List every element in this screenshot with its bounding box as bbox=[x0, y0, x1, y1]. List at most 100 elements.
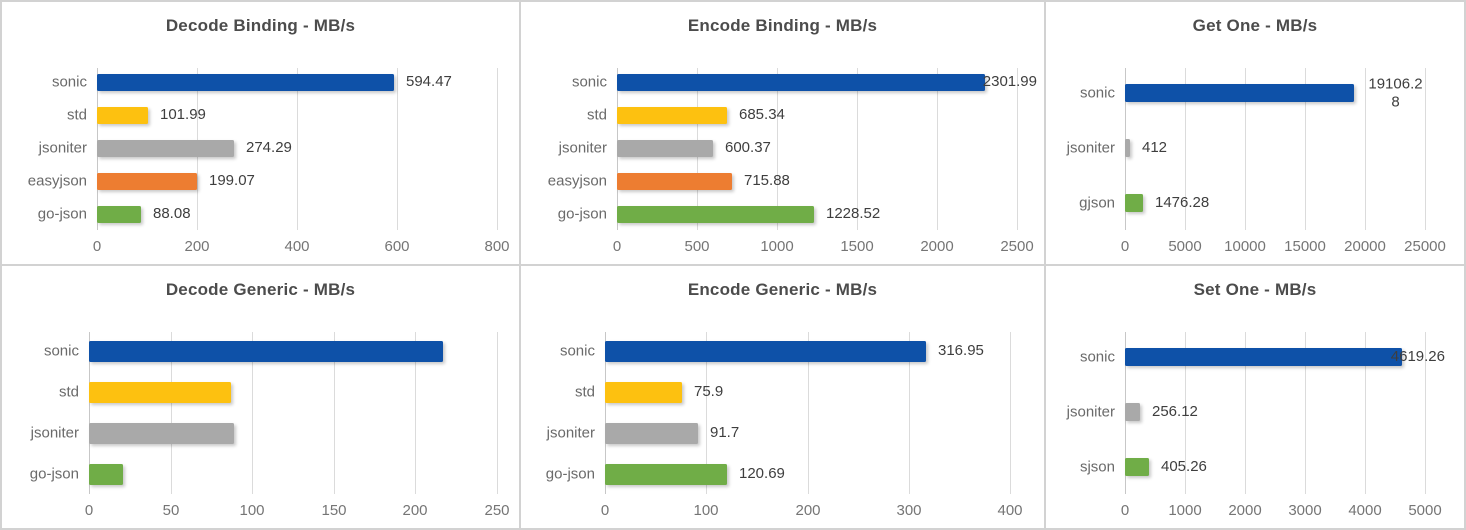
x-tick-label: 800 bbox=[484, 238, 510, 255]
value-label: 1476.28 bbox=[1155, 194, 1210, 212]
chart-panel-set-one: Set One - MB/s 0 1000 2000 3000 4000 5000 soni… bbox=[1046, 266, 1464, 528]
gridline bbox=[1245, 68, 1246, 230]
bar-sonic bbox=[605, 340, 926, 362]
value-label: 412 bbox=[1142, 139, 1168, 157]
x-tick-label: 2000 bbox=[1228, 502, 1262, 519]
category-label: easyjson bbox=[27, 172, 87, 190]
x-tick-label: 400 bbox=[997, 502, 1023, 519]
category-label: jsoniter bbox=[30, 424, 79, 442]
x-tick-label: 250 bbox=[484, 502, 510, 519]
plot-area: 0 5000 10000 15000 20000 25000 sonic 19106.28 js… bbox=[1067, 66, 1446, 255]
chart-panel-encode-binding: Encode Binding - MB/s 0 500 1000 1500 2000 25… bbox=[521, 2, 1044, 264]
category-label: jsoniter bbox=[558, 139, 607, 157]
gridline bbox=[1365, 332, 1366, 494]
gridline bbox=[1185, 68, 1186, 230]
category-label: go-json bbox=[545, 465, 595, 483]
bar-go-json bbox=[617, 205, 814, 223]
value-label: 75.9 bbox=[694, 383, 724, 401]
value-label: 88.08 bbox=[153, 205, 191, 223]
gridline bbox=[171, 332, 172, 494]
x-tick-label: 5000 bbox=[1168, 238, 1202, 255]
x-tick-label: 0 bbox=[84, 502, 94, 519]
bar-jsoniter bbox=[617, 139, 713, 157]
gridline bbox=[1365, 68, 1366, 230]
value-label: 4619.26 bbox=[1390, 348, 1445, 366]
gridline bbox=[497, 332, 498, 494]
chart-title: Get One - MB/s bbox=[1192, 16, 1318, 35]
category-label: sjson bbox=[1079, 458, 1115, 476]
gridline bbox=[297, 68, 298, 230]
x-tick-label: 2500 bbox=[1000, 238, 1034, 255]
bar-go-json bbox=[605, 463, 727, 485]
x-tick-label: 100 bbox=[693, 502, 719, 519]
value-label: 600.37 bbox=[725, 139, 771, 157]
category-label: sonic bbox=[51, 73, 87, 91]
value-label: 685.34 bbox=[739, 106, 785, 124]
bar-easyjson bbox=[97, 172, 197, 190]
value-label: 19106.28 bbox=[1368, 75, 1423, 110]
bar-std bbox=[617, 106, 727, 124]
chart-panel-encode-generic: Encode Generic - MB/s 0 100 200 300 400 sonic… bbox=[521, 266, 1044, 528]
gridline bbox=[857, 68, 858, 230]
x-tick-label: 4000 bbox=[1348, 502, 1382, 519]
gridline bbox=[777, 68, 778, 230]
x-tick-label: 200 bbox=[184, 238, 210, 255]
value-label: 405.26 bbox=[1161, 458, 1207, 476]
category-label: std bbox=[586, 106, 607, 124]
gridline bbox=[909, 332, 910, 494]
chart-panel-decode-binding: Decode Binding - MB/s 0 200 400 600 800 sonic… bbox=[2, 2, 519, 264]
category-label: std bbox=[66, 106, 87, 124]
category-label: gjson bbox=[1079, 194, 1115, 212]
x-tick-label: 25000 bbox=[1404, 238, 1446, 255]
x-tick-label: 1000 bbox=[760, 238, 794, 255]
x-tick-label: 200 bbox=[402, 502, 428, 519]
gridline bbox=[497, 68, 498, 230]
gridline bbox=[397, 68, 398, 230]
value-label: 199.07 bbox=[209, 172, 255, 190]
category-label: jsoniter bbox=[38, 139, 87, 157]
value-label: 91.7 bbox=[710, 424, 740, 442]
gridline bbox=[706, 332, 707, 494]
x-tick-label: 500 bbox=[684, 238, 710, 255]
bar-std bbox=[97, 106, 148, 124]
category-label: sonic bbox=[1079, 348, 1115, 366]
bar-go-json bbox=[97, 205, 141, 223]
chart-title: Set One - MB/s bbox=[1193, 280, 1317, 299]
value-label: 101.99 bbox=[160, 106, 206, 124]
x-tick-label: 10000 bbox=[1224, 238, 1266, 255]
plot-area: 0 50 100 150 200 250 sonic std jsoniter go-json bbox=[30, 330, 510, 519]
category-label: go-json bbox=[29, 465, 79, 483]
bar-sonic bbox=[89, 340, 443, 362]
bar-jsoniter bbox=[1125, 403, 1140, 421]
gridline bbox=[415, 332, 416, 494]
category-label: go-json bbox=[37, 205, 87, 223]
gridline bbox=[1425, 68, 1426, 230]
bar-sonic bbox=[1125, 84, 1354, 102]
plot-area: 0 100 200 300 400 sonic 316.95 std 75.9 jsoniter 9… bbox=[546, 330, 1023, 519]
bar-jsoniter bbox=[97, 139, 234, 157]
value-label: 594.47 bbox=[406, 73, 452, 91]
bar-gjson bbox=[1125, 194, 1143, 212]
category-label: sonic bbox=[571, 73, 607, 91]
bar-sjson bbox=[1125, 458, 1149, 476]
x-tick-label: 200 bbox=[795, 502, 821, 519]
chart-title: Encode Binding - MB/s bbox=[687, 16, 878, 35]
chart-panel-decode-generic: Decode Generic - MB/s 0 50 100 150 200 250 son… bbox=[2, 266, 519, 528]
bar-jsoniter bbox=[605, 422, 698, 444]
x-tick-label: 600 bbox=[384, 238, 410, 255]
x-tick-label: 15000 bbox=[1284, 238, 1326, 255]
gridline bbox=[937, 68, 938, 230]
category-label: jsoniter bbox=[1066, 403, 1115, 421]
category-label: jsoniter bbox=[1066, 139, 1115, 157]
x-tick-label: 50 bbox=[162, 502, 180, 519]
plot-area: 0 1000 2000 3000 4000 5000 sonic 4619.26 jsonite… bbox=[1067, 330, 1445, 519]
value-label: 274.29 bbox=[246, 139, 292, 157]
x-tick-label: 0 bbox=[1120, 502, 1130, 519]
gridline bbox=[1185, 332, 1186, 494]
bar-std bbox=[89, 381, 231, 403]
category-label: sonic bbox=[1079, 84, 1115, 102]
x-tick-label: 150 bbox=[321, 502, 347, 519]
gridline bbox=[1010, 332, 1011, 494]
x-tick-label: 0 bbox=[92, 238, 102, 255]
bar-easyjson bbox=[617, 172, 732, 190]
